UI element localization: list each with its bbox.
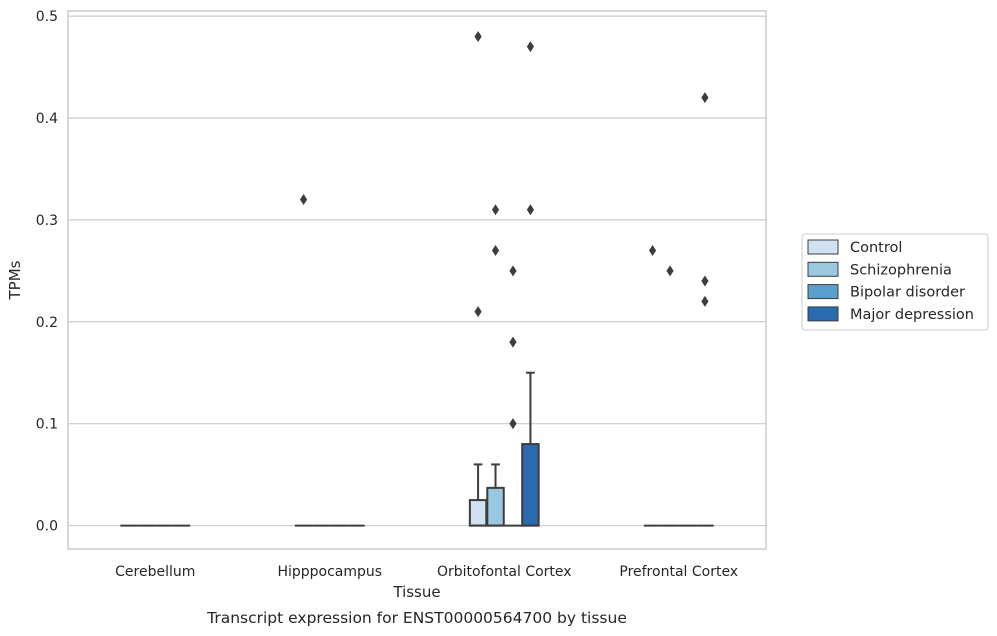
outlier-marker xyxy=(491,204,500,216)
box-control xyxy=(468,463,488,527)
y-tick-label: 0.2 xyxy=(36,315,58,331)
outlier-marker xyxy=(491,244,500,256)
x-tick-label: Hipppocampus xyxy=(277,564,382,580)
legend: Control Schizophrenia Bipolar disorder Majo… xyxy=(801,233,989,331)
outlier-marker xyxy=(701,295,709,307)
outlier-points xyxy=(299,30,709,430)
y-tick-label: 0.3 xyxy=(36,213,58,229)
outlier-marker xyxy=(701,275,709,287)
box-major-depression xyxy=(521,371,540,527)
outlier-marker xyxy=(299,194,308,206)
legend-label: Control xyxy=(850,240,902,256)
outlier-marker xyxy=(474,306,482,318)
outlier-marker xyxy=(509,418,517,430)
outlier-marker xyxy=(648,244,657,256)
outlier-marker xyxy=(526,41,535,53)
legend-swatch xyxy=(807,239,839,255)
box-body xyxy=(468,499,488,527)
outlier-marker xyxy=(509,336,517,348)
x-tick-label: Orbitofontal Cortex xyxy=(437,564,572,580)
box-body xyxy=(521,443,540,527)
legend-label: Major depression xyxy=(850,307,974,323)
box-body xyxy=(486,486,505,527)
x-tick-label: Cerebellum xyxy=(115,564,195,580)
outlier-marker xyxy=(526,204,535,216)
legend-label: Bipolar disorder xyxy=(850,285,965,301)
legend-swatch xyxy=(807,284,839,300)
box-schizophrenia xyxy=(486,463,505,527)
outlier-marker xyxy=(701,92,709,104)
outlier-marker xyxy=(666,265,674,277)
y-tick-label: 0.1 xyxy=(36,417,58,433)
x-axis-label: Tissue xyxy=(392,583,440,601)
y-tick-label: 0.4 xyxy=(36,111,58,127)
y-axis-ticks: 0.0 0.1 0.2 0.3 0.4 0.5 xyxy=(36,9,58,534)
chart-caption: Transcript expression for ENST0000056470… xyxy=(206,609,627,627)
legend-swatch xyxy=(807,261,839,277)
x-axis-ticks: Cerebellum Hipppocampus Orbitofontal Corte… xyxy=(115,564,738,580)
outlier-marker xyxy=(509,265,517,277)
y-tick-label: 0.5 xyxy=(36,9,58,25)
gridlines xyxy=(68,15,766,527)
plot-area-frame xyxy=(67,10,767,550)
outlier-marker xyxy=(474,30,482,42)
legend-swatch xyxy=(807,306,839,322)
y-axis-label: TPMs xyxy=(6,260,24,300)
boxes xyxy=(120,371,714,527)
legend-label: Schizophrenia xyxy=(850,262,952,278)
x-tick-label: Prefrontal Cortex xyxy=(619,564,738,580)
y-tick-label: 0.0 xyxy=(36,519,58,535)
legend-frame xyxy=(801,233,989,331)
